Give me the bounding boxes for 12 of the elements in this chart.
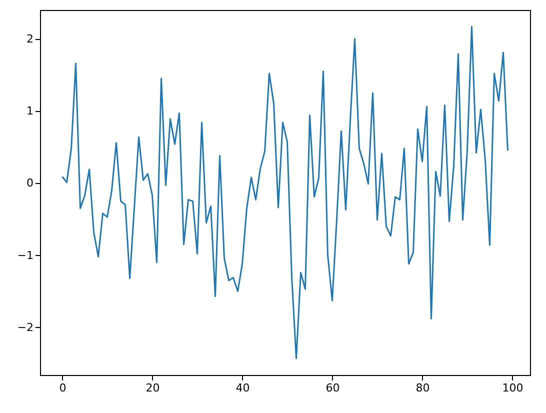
x-tick-label: 20 — [146, 382, 160, 394]
y-tick-label: 1 — [26, 104, 34, 118]
y-tick-label: −2 — [17, 320, 34, 334]
x-tick-label: 80 — [416, 382, 430, 394]
y-tick-label: 2 — [26, 32, 34, 46]
x-tick-label: 100 — [502, 382, 524, 394]
x-tick-label: 0 — [59, 382, 66, 394]
y-tick-label: 0 — [26, 176, 34, 190]
x-tick-label: 60 — [326, 382, 340, 394]
y-tick-label: −1 — [17, 248, 34, 262]
x-tick-label: 40 — [236, 382, 250, 394]
line-series — [62, 26, 508, 360]
